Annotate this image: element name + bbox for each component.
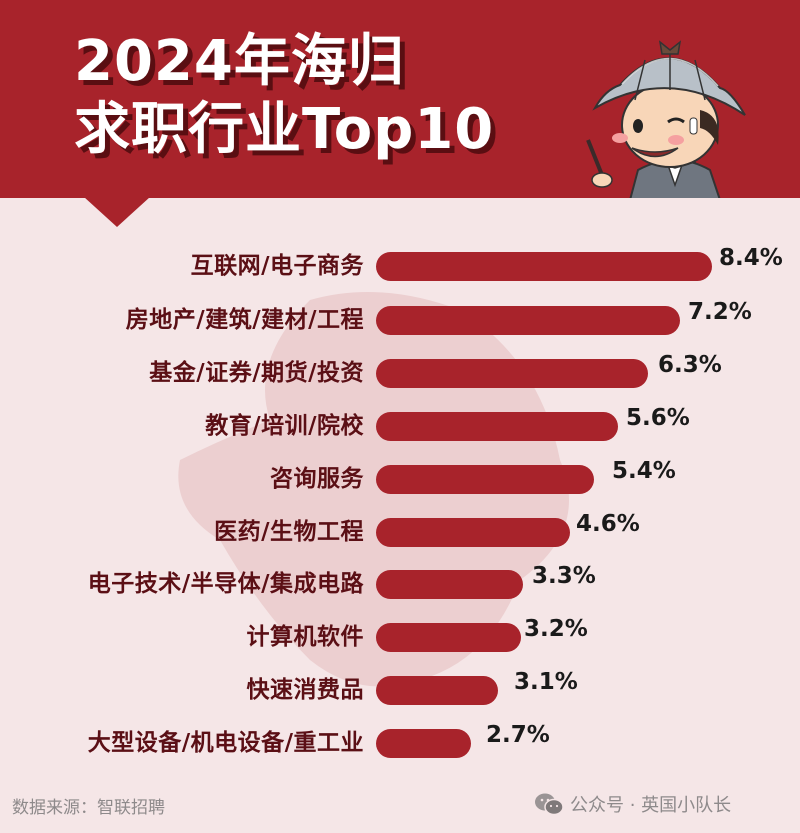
value-label: 2.7% <box>486 722 550 748</box>
category-label: 房地产/建筑/建材/工程 <box>125 307 364 333</box>
category-label: 基金/证券/期货/投资 <box>149 360 364 386</box>
watermark: 公众号 · 英国小队长 <box>534 791 731 817</box>
value-label: 5.4% <box>612 458 676 484</box>
header-pointer-triangle <box>84 197 150 227</box>
bar <box>376 252 712 281</box>
value-label: 8.4% <box>719 245 783 271</box>
title-line-2: 求职行业Top10 <box>74 97 495 162</box>
bar <box>376 306 680 335</box>
category-label: 互联网/电子商务 <box>190 253 364 279</box>
bar <box>376 518 570 547</box>
category-label: 电子技术/半导体/集成电路 <box>87 571 364 597</box>
data-source-note: 数据来源：智联招聘 <box>12 798 165 818</box>
bar <box>376 570 523 599</box>
chart-row: 互联网/电子商务 8.4% <box>0 240 800 292</box>
value-label: 7.2% <box>688 299 752 325</box>
bar <box>376 623 521 652</box>
bar <box>376 676 498 705</box>
category-label: 快速消费品 <box>246 677 364 703</box>
header-banner: 2024年海归 求职行业Top10 <box>0 0 800 200</box>
chart-row: 教育/培训/院校 5.6% <box>0 400 800 452</box>
chart-row: 房地产/建筑/建材/工程 7.2% <box>0 294 800 346</box>
value-label: 3.2% <box>524 616 588 642</box>
bar <box>376 412 618 441</box>
bar <box>376 465 594 494</box>
page-title: 2024年海归 求职行业Top10 <box>74 28 494 164</box>
value-label: 4.6% <box>576 511 640 537</box>
value-label: 3.1% <box>514 669 578 695</box>
chart-row: 咨询服务 5.4% <box>0 453 800 505</box>
value-label: 6.3% <box>658 352 722 378</box>
chart-row: 计算机软件 3.2% <box>0 611 800 663</box>
chart-row: 基金/证券/期货/投资 6.3% <box>0 347 800 399</box>
chart-row: 大型设备/机电设备/重工业 2.7% <box>0 717 800 769</box>
title-line-1: 2024年海归 <box>74 29 405 94</box>
category-label: 咨询服务 <box>270 466 364 492</box>
chart-row: 医药/生物工程 4.6% <box>0 506 800 558</box>
category-label: 教育/培训/院校 <box>205 413 364 439</box>
category-label: 医药/生物工程 <box>214 519 364 545</box>
bar <box>376 729 471 758</box>
bar <box>376 359 648 388</box>
watermark-text: 公众号 · 英国小队长 <box>570 795 732 816</box>
wechat-icon <box>535 793 564 816</box>
chart-row: 电子技术/半导体/集成电路 3.3% <box>0 558 800 610</box>
chart-row: 快速消费品 3.1% <box>0 664 800 716</box>
category-label: 大型设备/机电设备/重工业 <box>87 730 364 756</box>
value-label: 3.3% <box>532 563 596 589</box>
value-label: 5.6% <box>626 405 690 431</box>
category-label: 计算机软件 <box>246 624 364 650</box>
detective-mascot-icon <box>560 40 790 200</box>
